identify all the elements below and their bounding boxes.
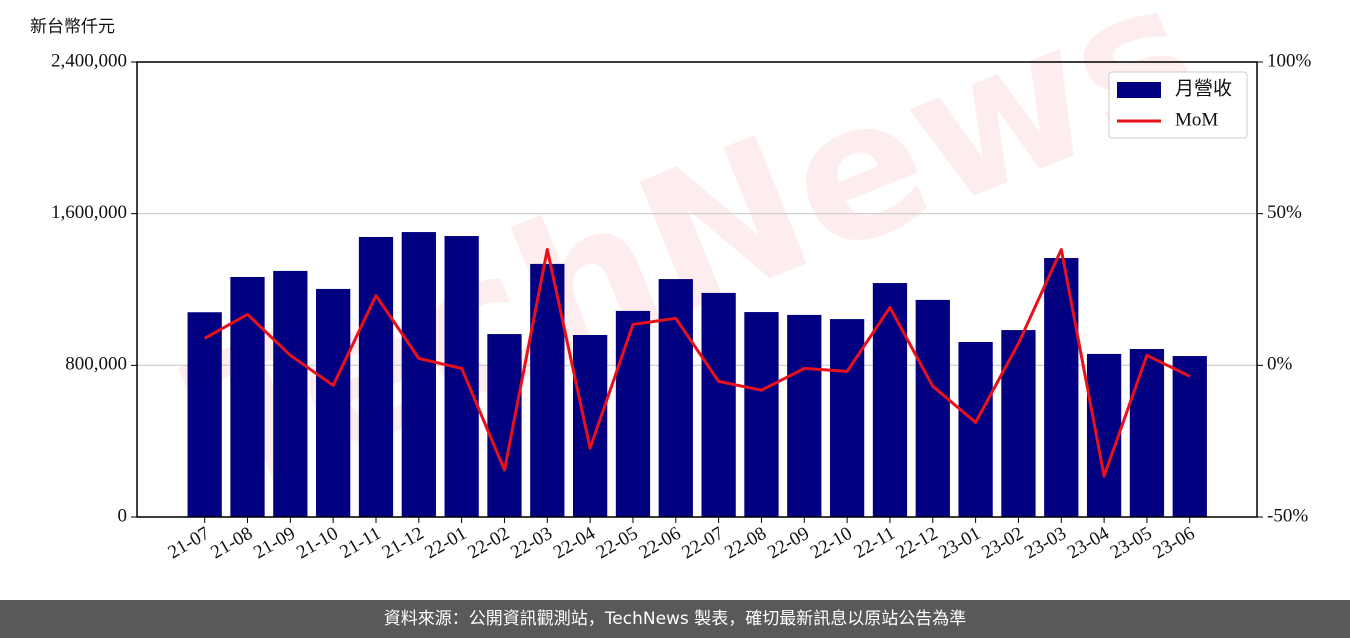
x-tick-label: 23-03: [1021, 523, 1070, 563]
x-tick-label: 23-05: [1107, 523, 1156, 563]
legend-swatch: [1117, 82, 1161, 98]
x-tick-label: 22-11: [850, 523, 898, 563]
bar: [1001, 330, 1036, 517]
bar: [615, 310, 651, 517]
bar: [444, 236, 479, 517]
chart: 新台幣仟元 TechNews 0800,0001,600,0002,400,00…: [30, 0, 1312, 564]
x-tick-label: 23-02: [978, 523, 1027, 563]
plot-frame: [136, 61, 1258, 518]
x-tick-label: 22-12: [893, 523, 942, 563]
bar: [1086, 353, 1122, 517]
x-tick-label: 22-02: [464, 523, 513, 563]
bar: [187, 312, 222, 517]
bar: [1172, 356, 1207, 517]
bar: [230, 276, 265, 517]
x-tick-label: 22-08: [721, 523, 770, 563]
bar: [316, 288, 351, 517]
y-tick-label: 800,000: [65, 354, 127, 375]
x-tick-label: 21-10: [293, 523, 342, 563]
y-axis-unit: 新台幣仟元: [30, 17, 115, 37]
bar: [787, 314, 822, 517]
y2-tick-label: 0%: [1267, 354, 1293, 375]
x-tick-label: 21-12: [379, 523, 428, 563]
bar: [1044, 258, 1079, 517]
y2-tick-label: -50%: [1267, 505, 1308, 526]
legend-label: 月營收: [1175, 77, 1232, 99]
bar: [273, 270, 308, 517]
y2-tick-label: 100%: [1267, 50, 1312, 71]
x-tick-label: 23-01: [935, 523, 984, 563]
x-tick-label: 22-09: [764, 523, 813, 563]
legend-label: MoM: [1175, 109, 1218, 130]
x-tick-label: 21-08: [207, 523, 256, 563]
bar: [744, 312, 779, 517]
bar: [915, 299, 950, 517]
bar: [872, 283, 908, 517]
x-tick-label: 23-06: [1150, 523, 1199, 563]
bar: [573, 335, 608, 517]
x-tick-label: 22-04: [550, 523, 599, 564]
x-tick-label: 22-10: [807, 523, 856, 563]
bar: [958, 342, 993, 517]
bar: [1129, 349, 1165, 517]
x-tick-label: 23-04: [1064, 523, 1113, 564]
bar: [401, 232, 436, 517]
x-tick-label: 22-01: [421, 523, 470, 563]
x-tick-label: 22-03: [507, 523, 556, 563]
x-tick-label: 22-05: [593, 523, 642, 563]
y2-tick-label: 50%: [1267, 202, 1302, 223]
bar: [701, 292, 736, 517]
bar: [487, 334, 522, 517]
bar: [658, 279, 693, 517]
bar: [358, 236, 394, 517]
x-tick-label: 21-07: [164, 523, 213, 563]
y-tick-label: 2,400,000: [51, 50, 127, 71]
y-tick-label: 0: [118, 505, 128, 526]
bar: [829, 319, 865, 517]
x-tick-label: 22-07: [678, 523, 727, 563]
line: [203, 248, 1191, 478]
x-tick-label: 21-11: [336, 523, 384, 563]
footer: 資料來源：公開資訊觀測站，TechNews 製表，確切最新訊息以原站公告為準: [0, 600, 1350, 638]
x-tick-label: 22-06: [636, 523, 685, 563]
y-tick-label: 1,600,000: [51, 202, 127, 223]
